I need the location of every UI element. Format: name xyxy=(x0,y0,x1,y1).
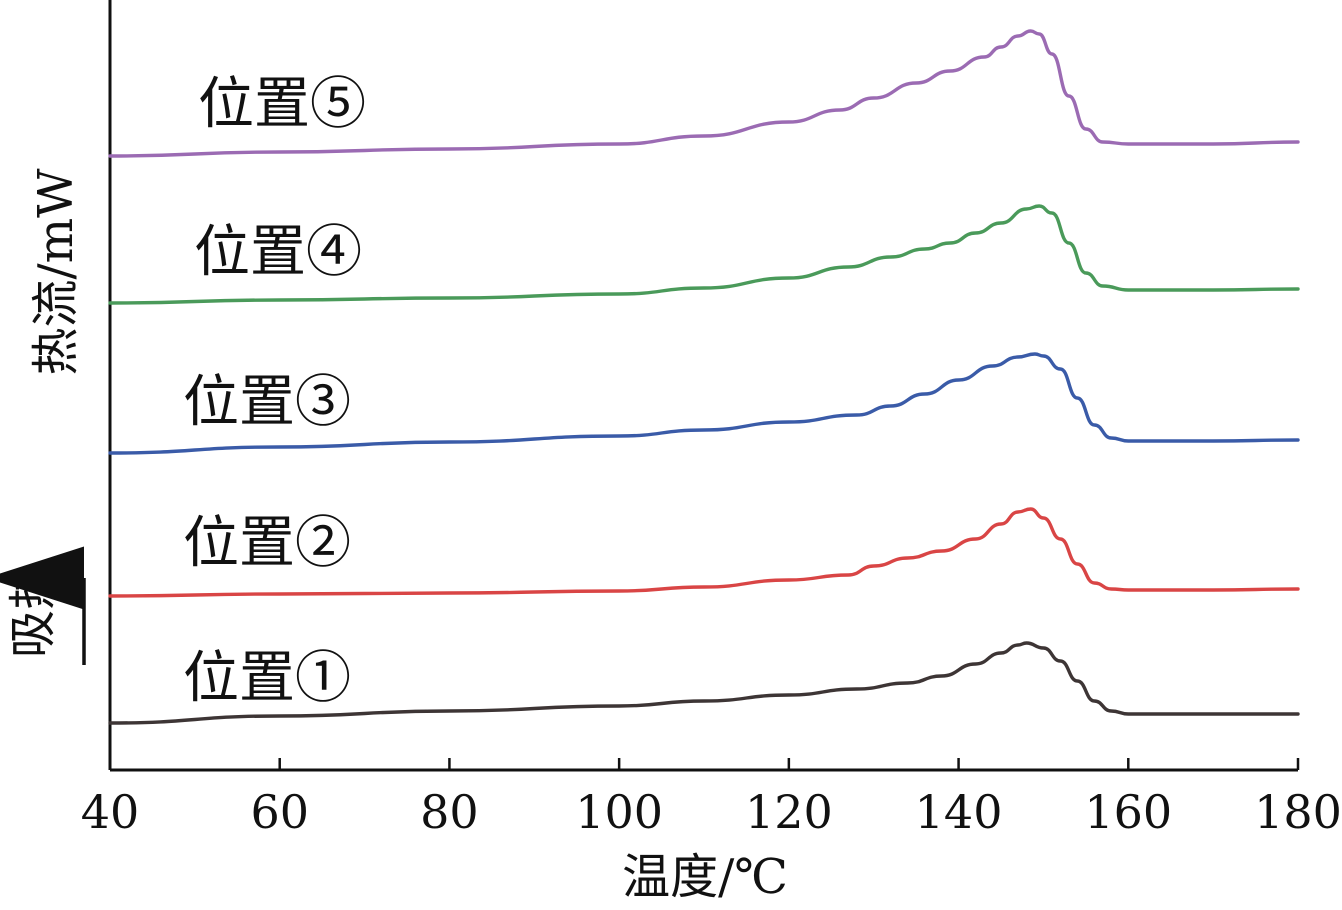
x-tick-label: 140 xyxy=(915,785,1003,839)
x-tick-label: 80 xyxy=(420,785,479,839)
endotherm-indicator: 吸热 xyxy=(0,546,86,665)
axes-layer xyxy=(108,0,1298,772)
x-tick-label: 180 xyxy=(1254,785,1342,839)
x-tick-label: 60 xyxy=(250,785,309,839)
x-tick-label: 100 xyxy=(575,785,663,839)
series-label-5: 位置⑤ xyxy=(198,72,366,137)
y-axis-title: 热流/mW xyxy=(28,168,84,376)
series-curve-4 xyxy=(108,204,1300,305)
series-label-1: 位置① xyxy=(183,646,351,711)
series-curve-2 xyxy=(108,507,1300,598)
series-curve-3 xyxy=(108,352,1300,455)
x-tick-label: 40 xyxy=(81,785,140,839)
series-curve-1 xyxy=(108,641,1300,725)
series-label-3: 位置③ xyxy=(183,370,351,435)
series-label-4: 位置④ xyxy=(194,220,362,285)
x-axis-title: 温度/℃ xyxy=(622,849,788,905)
x-tick-label: 120 xyxy=(745,785,833,839)
x-tick-label: 160 xyxy=(1084,785,1172,839)
series-curve-5 xyxy=(108,29,1300,158)
x-ticks: 40 60 80 100 120 140 160 180 xyxy=(81,758,1342,839)
series-label-2: 位置② xyxy=(183,511,351,576)
curves-layer: 位置① 位置② 位置③ 位置④ 位置⑤ xyxy=(108,29,1300,725)
endotherm-label: 吸热 xyxy=(5,562,61,658)
